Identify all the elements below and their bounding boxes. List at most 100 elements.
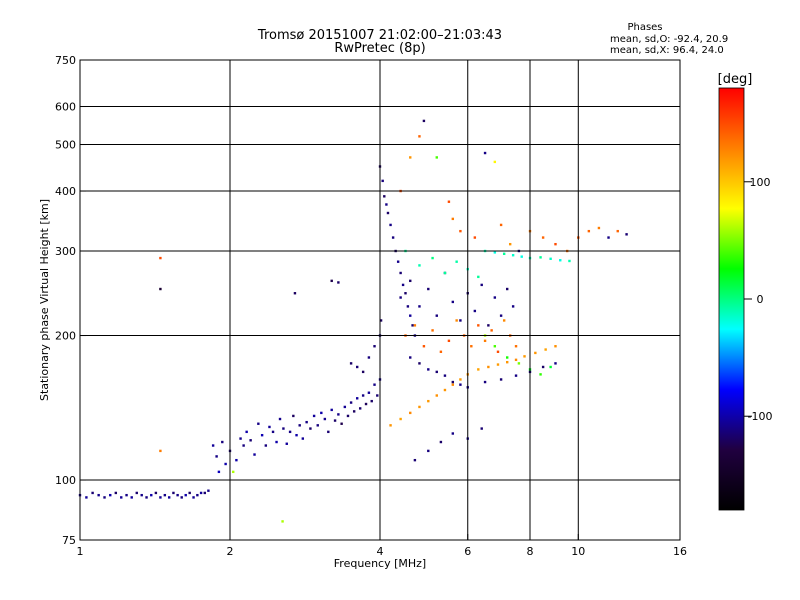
data-point — [483, 380, 487, 384]
data-point — [91, 491, 94, 495]
data-point — [443, 374, 447, 377]
data-point — [337, 413, 340, 416]
data-point — [159, 449, 162, 453]
x-tick-label: 4 — [377, 545, 384, 558]
data-point — [376, 394, 379, 397]
data-point — [379, 319, 383, 322]
data-point — [483, 151, 487, 155]
y-tick-label: 75 — [62, 534, 76, 547]
data-point — [239, 437, 242, 440]
data-point — [103, 496, 106, 499]
data-point — [607, 236, 610, 239]
data-point — [203, 491, 206, 495]
data-point — [242, 444, 245, 447]
data-point — [343, 405, 347, 409]
data-point — [235, 458, 238, 462]
data-point — [293, 292, 297, 295]
data-point — [330, 279, 333, 283]
data-point — [597, 226, 601, 230]
y-tick-label: 300 — [55, 245, 76, 258]
data-point — [413, 324, 417, 327]
data-point — [271, 430, 275, 434]
data-point — [409, 314, 412, 317]
data-point — [544, 348, 547, 351]
colorbar-tick-label: -100 — [748, 410, 773, 423]
data-point — [85, 496, 88, 499]
data-point — [496, 363, 500, 366]
data-point — [180, 496, 183, 499]
data-point — [459, 319, 462, 322]
data-point — [435, 156, 438, 159]
y-axis-label: Stationary phase Virtual Height [km] — [38, 199, 51, 401]
data-point — [625, 233, 628, 236]
data-point — [327, 430, 330, 434]
data-point — [427, 368, 430, 371]
data-point — [159, 496, 162, 499]
data-point — [245, 430, 248, 434]
data-point — [232, 470, 235, 474]
data-point — [305, 420, 308, 424]
data-point — [167, 496, 171, 499]
data-point — [404, 292, 407, 295]
data-point — [253, 453, 256, 456]
data-point — [480, 427, 483, 430]
data-point — [554, 362, 557, 365]
x-tick-label: 8 — [527, 545, 534, 558]
data-point — [435, 314, 438, 317]
y-ticks: 75 100 200 300 400 500 600 750 — [55, 54, 86, 547]
data-point — [309, 427, 312, 430]
colorbar-tick-label: 0 — [757, 293, 764, 306]
data-point — [288, 430, 292, 434]
data-point — [109, 493, 112, 497]
x-tick-label: 16 — [673, 545, 687, 558]
data-point — [389, 424, 392, 427]
data-point — [502, 319, 506, 322]
chart-subtitle: RwPretec (8p) — [334, 41, 425, 56]
data-point — [298, 424, 301, 427]
data-point — [281, 520, 284, 523]
data-point — [470, 345, 473, 348]
data-point — [539, 256, 542, 259]
data-point — [505, 360, 509, 364]
data-point — [499, 378, 503, 381]
data-point — [541, 365, 545, 369]
data-point — [493, 251, 497, 254]
data-point — [508, 242, 512, 246]
x-tick-label: 1 — [77, 545, 84, 558]
x-tick-label: 6 — [464, 545, 471, 558]
data-point — [587, 229, 591, 233]
data-point — [539, 373, 542, 376]
data-point — [176, 493, 179, 497]
data-point — [130, 496, 133, 499]
data-point — [135, 491, 138, 495]
data-point — [549, 257, 552, 260]
data-point — [439, 440, 443, 444]
data-point — [477, 275, 480, 279]
data-point — [114, 491, 118, 495]
data-point — [477, 368, 480, 371]
data-point — [295, 433, 298, 437]
data-point — [541, 236, 545, 239]
data-point — [459, 383, 462, 386]
data-point — [125, 493, 128, 497]
y-tick-label: 750 — [55, 54, 76, 67]
data-point — [473, 236, 477, 239]
data-point — [502, 252, 506, 256]
data-point — [616, 229, 619, 233]
data-point — [499, 223, 503, 227]
data-point — [349, 362, 353, 365]
data-point — [473, 309, 477, 313]
data-point — [264, 444, 268, 447]
data-point — [427, 449, 430, 453]
data-point — [493, 160, 497, 164]
data-point — [285, 442, 288, 445]
data-point — [399, 417, 402, 421]
data-point — [381, 179, 384, 183]
data-point — [385, 203, 388, 206]
data-point — [358, 407, 362, 410]
data-point — [361, 370, 365, 374]
data-point — [340, 422, 343, 425]
data-point — [418, 135, 421, 138]
data-point — [399, 296, 402, 299]
data-point — [257, 422, 260, 425]
